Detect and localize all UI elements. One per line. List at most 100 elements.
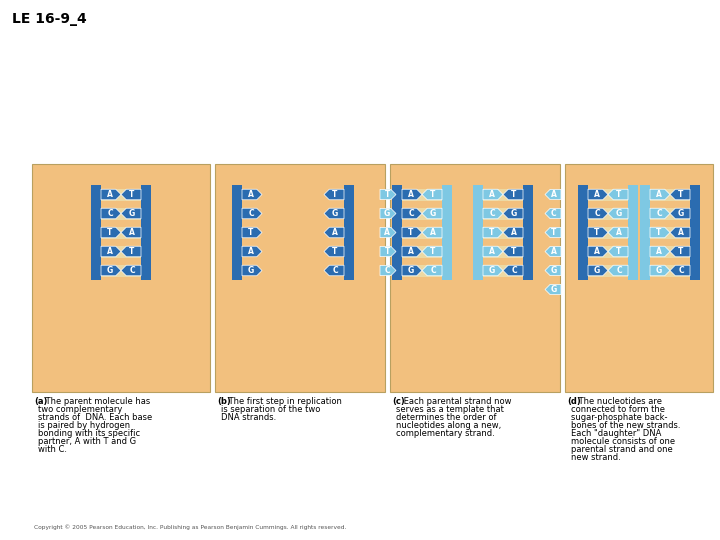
Polygon shape — [422, 227, 442, 238]
Bar — [650, 207, 690, 219]
Bar — [588, 246, 628, 258]
Polygon shape — [121, 208, 141, 219]
Polygon shape — [608, 208, 628, 219]
Polygon shape — [588, 189, 608, 200]
Text: T: T — [511, 247, 517, 256]
Polygon shape — [101, 227, 121, 238]
Text: C: C — [551, 209, 557, 218]
Polygon shape — [380, 227, 396, 238]
Polygon shape — [380, 208, 396, 219]
Text: C: C — [107, 209, 113, 218]
Bar — [402, 265, 442, 276]
Text: G: G — [129, 209, 135, 218]
Text: A: A — [129, 228, 135, 237]
Text: The parent molecule has: The parent molecule has — [43, 397, 150, 406]
Text: C: C — [616, 266, 622, 275]
Polygon shape — [503, 246, 523, 257]
Text: A: A — [616, 228, 622, 237]
Text: T: T — [431, 247, 436, 256]
Text: Each "daughter" DNA: Each "daughter" DNA — [571, 429, 662, 438]
Bar — [588, 207, 628, 219]
Polygon shape — [545, 208, 561, 219]
Polygon shape — [588, 208, 608, 219]
Text: serves as a template that: serves as a template that — [396, 405, 504, 414]
Text: T: T — [616, 190, 621, 199]
Bar — [141, 185, 151, 280]
Text: G: G — [551, 285, 557, 294]
Bar — [483, 246, 523, 258]
Text: The first step in replication: The first step in replication — [226, 397, 342, 406]
Polygon shape — [608, 246, 628, 257]
Polygon shape — [101, 189, 121, 200]
Polygon shape — [101, 265, 121, 276]
Text: molecule consists of one: molecule consists of one — [571, 437, 675, 446]
Text: C: C — [511, 266, 517, 275]
Text: C: C — [248, 209, 254, 218]
Text: A: A — [408, 247, 414, 256]
Bar — [650, 246, 690, 258]
Text: T: T — [384, 247, 390, 256]
Bar — [523, 185, 533, 280]
Text: determines the order of: determines the order of — [396, 413, 497, 422]
Polygon shape — [483, 265, 503, 276]
Text: A: A — [594, 190, 600, 199]
Polygon shape — [483, 246, 503, 257]
Bar — [473, 185, 483, 280]
Text: bones of the new strands.: bones of the new strands. — [571, 421, 680, 430]
Bar — [483, 188, 523, 200]
Bar — [402, 246, 442, 258]
Text: G: G — [107, 266, 113, 275]
Polygon shape — [380, 190, 396, 200]
Text: A: A — [678, 228, 684, 237]
Text: T: T — [594, 228, 600, 237]
Polygon shape — [402, 246, 422, 257]
Text: A: A — [656, 190, 662, 199]
Bar — [588, 265, 628, 276]
Polygon shape — [670, 227, 690, 238]
Text: A: A — [384, 228, 390, 237]
Polygon shape — [545, 265, 561, 275]
Polygon shape — [242, 265, 262, 276]
Text: A: A — [107, 190, 113, 199]
Text: G: G — [616, 209, 622, 218]
Polygon shape — [324, 189, 344, 200]
Polygon shape — [121, 189, 141, 200]
Polygon shape — [670, 265, 690, 276]
Text: T: T — [384, 190, 390, 199]
Text: is separation of the two: is separation of the two — [221, 405, 320, 414]
Text: G: G — [656, 266, 662, 275]
Polygon shape — [101, 208, 121, 219]
Bar — [650, 265, 690, 276]
Text: is paired by hydrogen: is paired by hydrogen — [38, 421, 130, 430]
Polygon shape — [121, 246, 141, 257]
Bar — [402, 207, 442, 219]
Polygon shape — [650, 227, 670, 238]
Polygon shape — [670, 208, 690, 219]
Text: (b): (b) — [217, 397, 230, 406]
Bar — [344, 185, 354, 280]
Bar — [101, 265, 141, 276]
Text: G: G — [408, 266, 414, 275]
Polygon shape — [608, 189, 628, 200]
Polygon shape — [483, 189, 503, 200]
Text: A: A — [594, 247, 600, 256]
Polygon shape — [121, 265, 141, 276]
Text: T: T — [616, 247, 621, 256]
Polygon shape — [670, 189, 690, 200]
Text: G: G — [511, 209, 517, 218]
Text: T: T — [511, 190, 517, 199]
Polygon shape — [422, 246, 442, 257]
Polygon shape — [483, 208, 503, 219]
Text: T: T — [333, 190, 338, 199]
Text: G: G — [594, 266, 600, 275]
Bar — [640, 185, 650, 280]
Text: A: A — [656, 247, 662, 256]
Text: DNA strands.: DNA strands. — [221, 413, 276, 422]
Bar — [650, 188, 690, 200]
FancyBboxPatch shape — [390, 164, 560, 392]
Text: T: T — [678, 190, 684, 199]
Bar — [650, 226, 690, 239]
Polygon shape — [402, 208, 422, 219]
Text: G: G — [384, 209, 390, 218]
Bar — [402, 226, 442, 239]
